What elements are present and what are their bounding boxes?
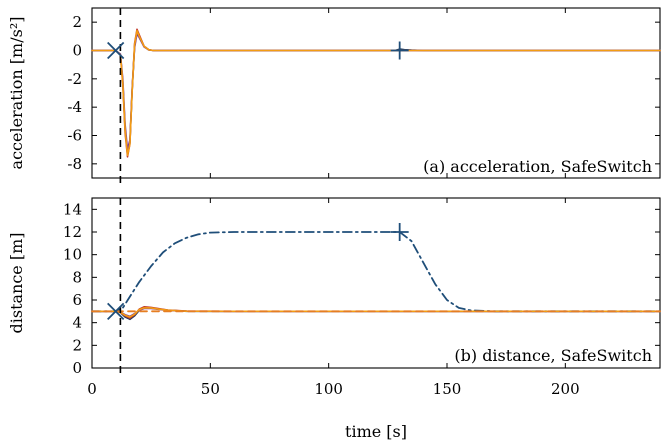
distance-series-line-1 [91,231,661,313]
acceleration-x-ticks [91,8,566,178]
distance-y-tick-label: 2 [72,336,82,354]
distance-x-tick-label: 150 [433,380,462,398]
distance-x-ticks: 0 50 100 150 200 [87,198,580,398]
acceleration-series-group [91,28,661,158]
acceleration-y-tick-label: -8 [67,155,82,173]
acceleration-plot-frame [91,7,661,179]
acceleration-y-tick-label: 0 [72,42,82,60]
acceleration-y-axis-label: acceleration [m/s²] [7,17,26,170]
distance-series-line-5 [91,307,661,318]
distance-panel-label: (b) distance, SafeSwitch [454,346,652,365]
distance-y-tick-label: 12 [63,223,82,241]
distance-y-axis-label: distance [m] [7,232,26,333]
distance-plot-frame [91,197,661,369]
acceleration-series-line-4 [91,29,661,157]
acceleration-markers [107,41,409,60]
acceleration-start-marker [107,41,125,60]
distance-markers [107,223,409,320]
distance-start-marker [107,302,125,320]
distance-y-tick-label: 14 [63,200,82,218]
acceleration-y-tick-label: -6 [67,127,82,145]
acceleration-y-tick-label: -4 [67,98,82,116]
acceleration-y-ticks: 2 0 -2 -4 -6 -8 [67,13,660,173]
acceleration-panel-label: (a) acceleration, SafeSwitch [423,157,652,176]
distance-panel: 14 12 10 8 6 4 2 0 0 50 100 150 200 (b) distance, S… [7,197,661,441]
distance-series-line-3 [91,306,661,319]
distance-y-tick-label: 4 [72,314,82,332]
distance-y-tick-label: 8 [72,268,82,286]
distance-x-tick-label: 0 [87,380,97,398]
acceleration-panel: 20-2-4-6-8 (a) acceleration, SafeSwitch … [7,7,661,186]
x-axis-label: time [s] [345,422,407,441]
distance-y-ticks: 14 12 10 8 6 4 2 0 [63,200,660,377]
distance-event-marker [390,223,409,241]
distance-y-tick-label: 0 [72,359,82,377]
distance-y-tick-label: 10 [63,246,82,264]
acceleration-y-axis-label-text: acceleration [m/s²] [7,17,26,170]
distance-x-tick-label: 50 [201,380,220,398]
distance-series-group [91,231,661,321]
distance-series-line-2 [91,306,661,321]
distance-x-tick-label: 200 [551,380,580,398]
acceleration-y-tick-label: 2 [72,13,82,31]
acceleration-y-tick-label: -2 [67,70,82,88]
distance-y-tick-label: 6 [72,291,82,309]
distance-series-line-4 [91,307,661,318]
distance-x-tick-label: 100 [314,380,343,398]
acceleration-event-marker [390,41,409,60]
acceleration-series-line-2 [91,28,661,158]
